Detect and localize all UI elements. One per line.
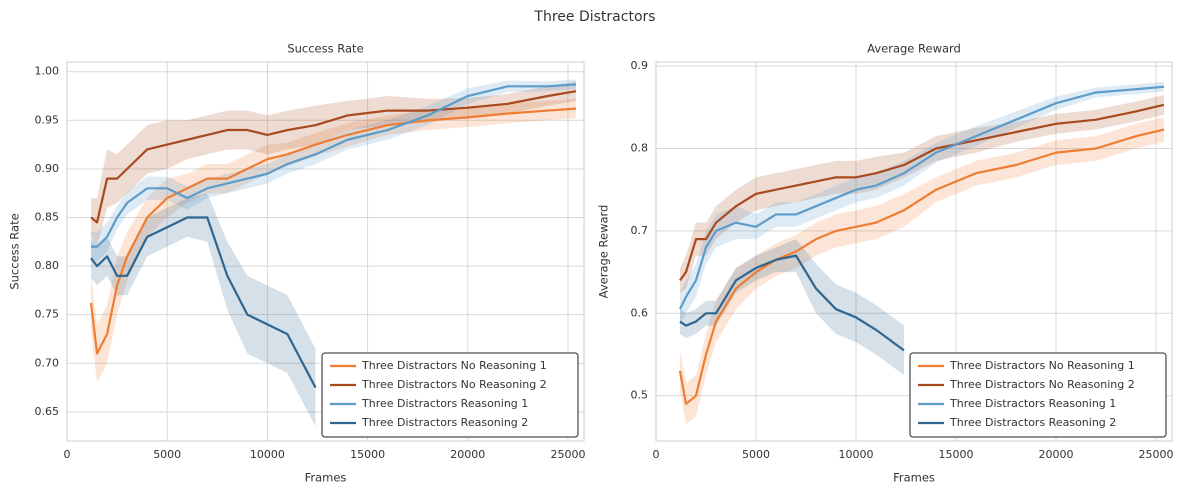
subplot-title: Success Rate: [287, 42, 363, 56]
y-axis-label: Success Rate: [8, 213, 22, 289]
y-tick-label: 1.00: [35, 65, 60, 78]
x-axis-label: Frames: [305, 471, 347, 485]
x-tick-label: 0: [64, 448, 71, 461]
y-tick-label: 0.70: [35, 356, 60, 369]
legend: Three Distractors No Reasoning 1 Three Di…: [909, 352, 1167, 438]
y-tick-label: 0.80: [35, 259, 60, 272]
legend-label: Three Distractors No Reasoning 1: [949, 359, 1135, 372]
y-tick-label: 0.5: [631, 389, 649, 402]
legend-label: Three Distractors Reasoning 2: [361, 416, 528, 429]
line: [679, 254, 905, 352]
legend-label: Three Distractors No Reasoning 1: [361, 359, 547, 372]
y-tick-label: 0.7: [631, 224, 649, 237]
error-band: [91, 193, 316, 427]
x-tick-label: 5000: [153, 448, 181, 461]
error-band: [680, 117, 1164, 425]
line: [678, 128, 1165, 406]
y-tick-label: 0.75: [35, 308, 60, 321]
y-tick-label: 0.6: [631, 306, 649, 319]
legend-label: Three Distractors No Reasoning 2: [949, 378, 1135, 391]
legend-label: Three Distractors Reasoning 1: [949, 397, 1116, 410]
line: [90, 90, 577, 224]
legend-box: [909, 352, 1167, 438]
x-tick-label: 20000: [450, 448, 485, 461]
legend: Three Distractors No Reasoning 1 Three Di…: [321, 352, 579, 438]
x-tick-label: 10000: [250, 448, 285, 461]
y-tick-label: 0.8: [631, 142, 649, 155]
x-tick-label: 0: [653, 448, 660, 461]
x-tick-label: 5000: [742, 448, 770, 461]
subplot-title: Average Reward: [867, 42, 961, 56]
line: [91, 83, 577, 248]
line: [679, 103, 1165, 281]
x-tick-label: 20000: [1039, 448, 1074, 461]
y-tick-label: 0.65: [35, 405, 60, 418]
x-tick-label: 25000: [1139, 448, 1174, 461]
x-tick-label: 25000: [550, 448, 585, 461]
legend-box: [321, 352, 579, 438]
x-tick-label: 15000: [350, 448, 385, 461]
y-tick-label: 0.85: [35, 210, 60, 223]
legend-label: Three Distractors Reasoning 2: [949, 416, 1116, 429]
x-tick-label: 10000: [839, 448, 874, 461]
legend-label: Three Distractors No Reasoning 2: [361, 378, 547, 391]
y-tick-label: 0.9: [631, 59, 649, 72]
line: [90, 216, 317, 389]
error-band: [91, 98, 576, 383]
figure-title: Three Distractors: [533, 9, 655, 25]
error-band: [680, 81, 1164, 326]
x-axis-label: Frames: [893, 471, 935, 485]
line: [679, 85, 1165, 310]
legend-label: Three Distractors Reasoning 1: [361, 397, 528, 410]
plot-frame: [655, 61, 1173, 442]
x-tick-label: 15000: [939, 448, 974, 461]
error-band: [680, 239, 904, 376]
y-axis-label: Average Reward: [597, 205, 611, 299]
y-tick-label: 0.90: [35, 162, 60, 175]
error-band: [91, 81, 576, 247]
y-tick-label: 0.95: [35, 113, 60, 126]
plot-frame: [66, 61, 585, 442]
